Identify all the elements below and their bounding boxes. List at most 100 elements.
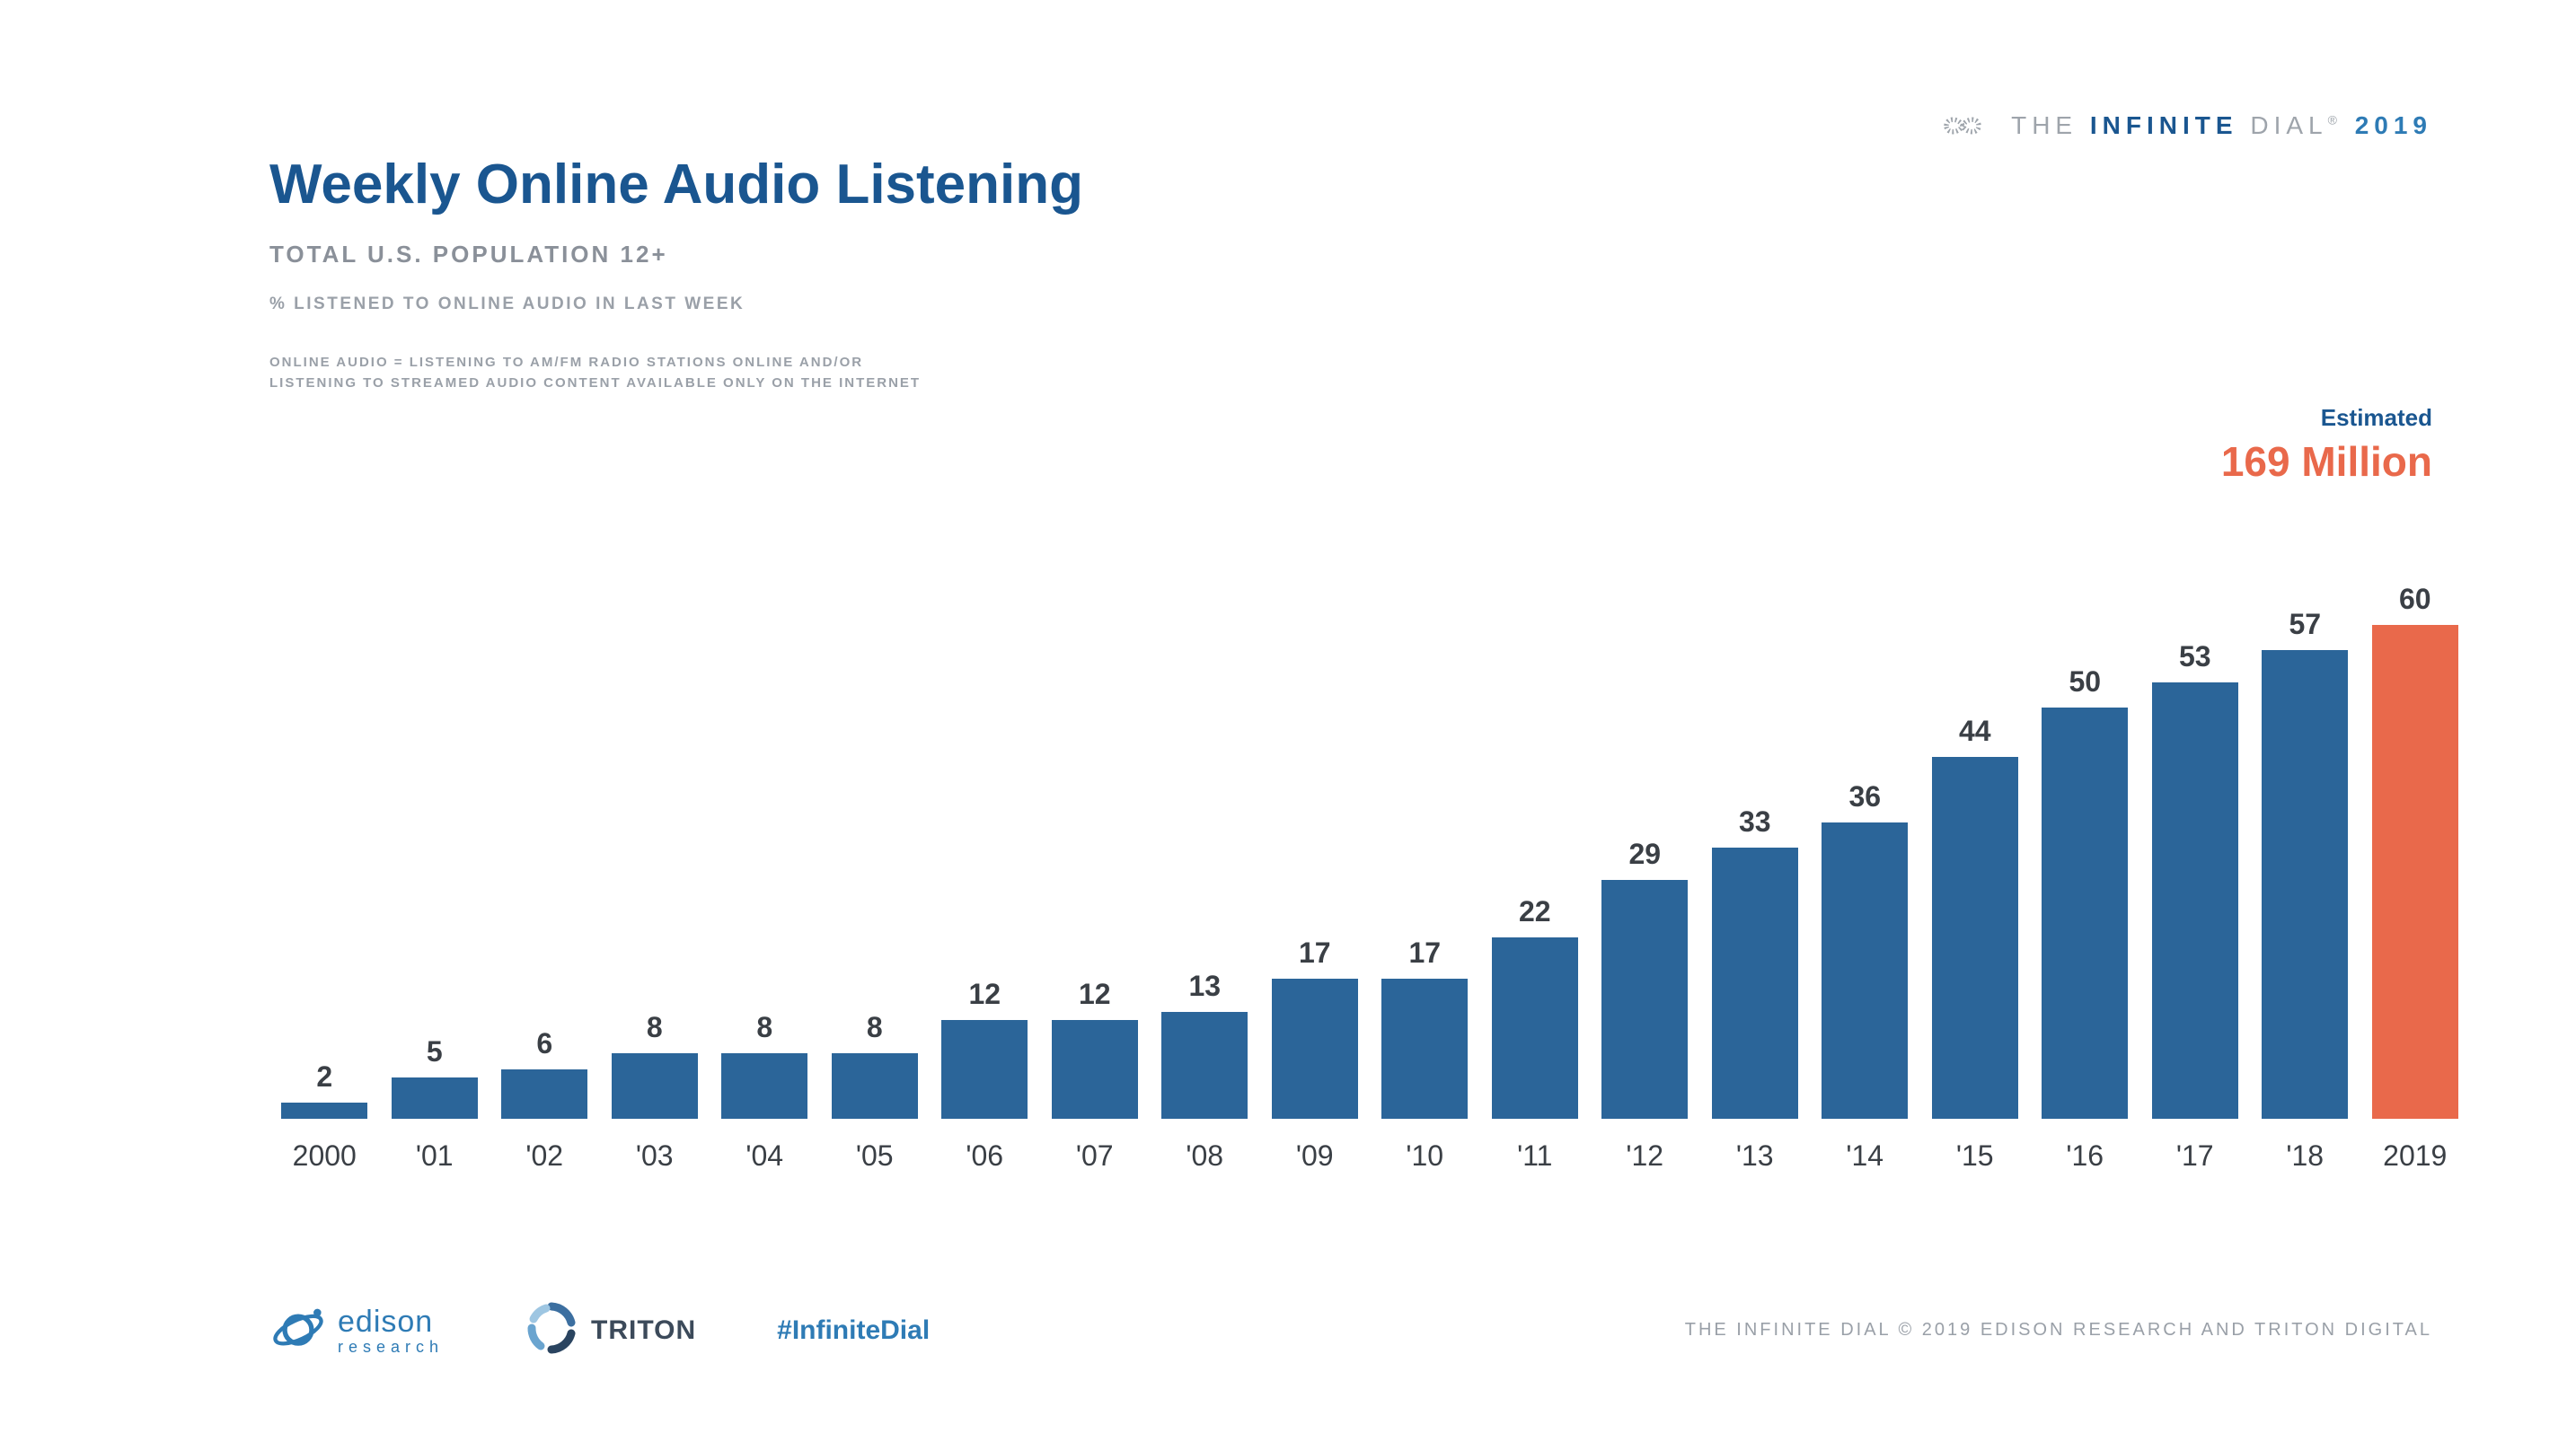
brand-reg: ® xyxy=(2328,113,2342,128)
bar xyxy=(1822,822,1908,1119)
brand-logo: THE INFINITE DIAL® 2019 xyxy=(1930,108,2432,144)
bar xyxy=(832,1053,918,1119)
bar xyxy=(1601,880,1688,1119)
bar-value-label: 50 xyxy=(2069,665,2101,699)
infinity-icon xyxy=(1930,108,1995,144)
bar-chart: 2 5 6 8 8 8 12 12 13 17 17 22 29 33 36 44 50 53 57 60 xyxy=(269,562,2470,1119)
bar xyxy=(2372,625,2458,1119)
subtitle-metric: % LISTENED TO ONLINE AUDIO IN LAST WEEK xyxy=(269,295,745,314)
bar-group: 36 xyxy=(1810,780,1920,1119)
footer: edison research TRITON #InfiniteDial THE… xyxy=(269,1299,2432,1361)
estimated-label: Estimated xyxy=(2221,404,2432,432)
x-axis-label: 2000 xyxy=(269,1139,380,1173)
x-axis-label: '08 xyxy=(1150,1139,1260,1173)
bar-group: 5 xyxy=(380,1035,490,1119)
bar xyxy=(2042,708,2128,1119)
x-axis-label: '12 xyxy=(1590,1139,1700,1173)
bar-group: 13 xyxy=(1150,970,1260,1119)
bar-group: 53 xyxy=(2140,640,2251,1119)
bar xyxy=(1272,979,1358,1119)
bar-value-label: 5 xyxy=(427,1035,443,1068)
bar-value-label: 12 xyxy=(1079,978,1111,1011)
bar-group: 29 xyxy=(1590,838,1700,1119)
triton-icon xyxy=(525,1301,578,1359)
x-axis-label: '13 xyxy=(1700,1139,1811,1173)
edison-sub: research xyxy=(338,1339,444,1355)
bar xyxy=(1161,1012,1248,1119)
bar-value-label: 57 xyxy=(2289,608,2321,641)
bar-value-label: 17 xyxy=(1408,937,1441,970)
bar-group: 17 xyxy=(1260,937,1371,1119)
page-title: Weekly Online Audio Listening xyxy=(269,153,1083,216)
bar xyxy=(2152,682,2238,1119)
x-axis-label: '14 xyxy=(1810,1139,1920,1173)
bar xyxy=(1932,757,2018,1119)
bar-value-label: 8 xyxy=(867,1011,883,1044)
bar-value-label: 13 xyxy=(1188,970,1221,1003)
bar xyxy=(501,1069,587,1119)
bar-value-label: 44 xyxy=(1959,715,1991,748)
hashtag: #InfiniteDial xyxy=(777,1315,930,1346)
bar xyxy=(281,1103,367,1119)
bar-value-label: 36 xyxy=(1848,780,1881,813)
x-axis-label: '06 xyxy=(930,1139,1040,1173)
copyright: THE INFINITE DIAL © 2019 EDISON RESEARCH… xyxy=(1685,1320,2432,1341)
bar-value-label: 29 xyxy=(1628,838,1661,871)
brand-the: THE xyxy=(2011,111,2078,139)
x-axis-label: '02 xyxy=(490,1139,600,1173)
bar xyxy=(1712,848,1798,1120)
estimated-value: 169 Million xyxy=(2221,437,2432,486)
bar-value-label: 60 xyxy=(2399,583,2431,616)
x-axis-label: '18 xyxy=(2250,1139,2360,1173)
triton-name: TRITON xyxy=(591,1315,696,1346)
x-axis-label: '07 xyxy=(1040,1139,1151,1173)
bar-group: 57 xyxy=(2250,608,2360,1120)
x-axis-label: '10 xyxy=(1370,1139,1480,1173)
bar-group: 22 xyxy=(1480,895,1591,1119)
x-axis-label: '16 xyxy=(2030,1139,2140,1173)
x-axis-label: 2019 xyxy=(2360,1139,2471,1173)
bar xyxy=(2262,650,2348,1120)
bar-group: 2 xyxy=(269,1060,380,1119)
x-axis-label: '05 xyxy=(820,1139,931,1173)
bar-value-label: 33 xyxy=(1739,805,1771,839)
x-axis-label: '17 xyxy=(2140,1139,2251,1173)
definition-caption: ONLINE AUDIO = LISTENING TO AM/FM RADIO … xyxy=(269,352,921,394)
bar-value-label: 6 xyxy=(536,1027,552,1060)
subtitle-population: TOTAL U.S. POPULATION 12+ xyxy=(269,241,668,268)
bar-value-label: 12 xyxy=(968,978,1001,1011)
bar-value-label: 8 xyxy=(756,1011,772,1044)
bar-value-label: 8 xyxy=(647,1011,663,1044)
bar-group: 44 xyxy=(1920,715,2031,1119)
brand-year: 2019 xyxy=(2355,111,2432,139)
x-axis-label: '15 xyxy=(1920,1139,2031,1173)
bar-group: 12 xyxy=(930,978,1040,1119)
bar xyxy=(392,1077,478,1119)
caption-line-2: LISTENING TO STREAMED AUDIO CONTENT AVAI… xyxy=(269,373,921,393)
x-axis-label: '03 xyxy=(600,1139,710,1173)
x-axis: 2000'01'02'03'04'05'06'07'08'09'10'11'12… xyxy=(269,1139,2470,1173)
footer-left: edison research TRITON #InfiniteDial xyxy=(269,1299,930,1361)
bar xyxy=(1381,979,1468,1119)
bar-value-label: 17 xyxy=(1299,937,1331,970)
bar-group: 6 xyxy=(490,1027,600,1119)
brand-dial: DIAL xyxy=(2250,111,2327,139)
x-axis-label: '09 xyxy=(1260,1139,1371,1173)
brand-infinite: INFINITE xyxy=(2090,111,2238,139)
brand-text: THE INFINITE DIAL® 2019 xyxy=(2011,111,2432,140)
edison-name: edison xyxy=(338,1306,444,1337)
bar-group: 8 xyxy=(710,1011,820,1119)
bar xyxy=(721,1053,807,1119)
bar-group: 17 xyxy=(1370,937,1480,1119)
caption-line-1: ONLINE AUDIO = LISTENING TO AM/FM RADIO … xyxy=(269,352,921,373)
triton-logo: TRITON xyxy=(525,1301,696,1359)
bar-group: 12 xyxy=(1040,978,1151,1119)
x-axis-label: '01 xyxy=(380,1139,490,1173)
planet-icon xyxy=(269,1299,327,1361)
bar-value-label: 22 xyxy=(1519,895,1551,928)
x-axis-label: '04 xyxy=(710,1139,820,1173)
bar-group: 50 xyxy=(2030,665,2140,1119)
bar xyxy=(1052,1020,1138,1119)
bar-group: 8 xyxy=(820,1011,931,1119)
bar xyxy=(1492,937,1578,1119)
